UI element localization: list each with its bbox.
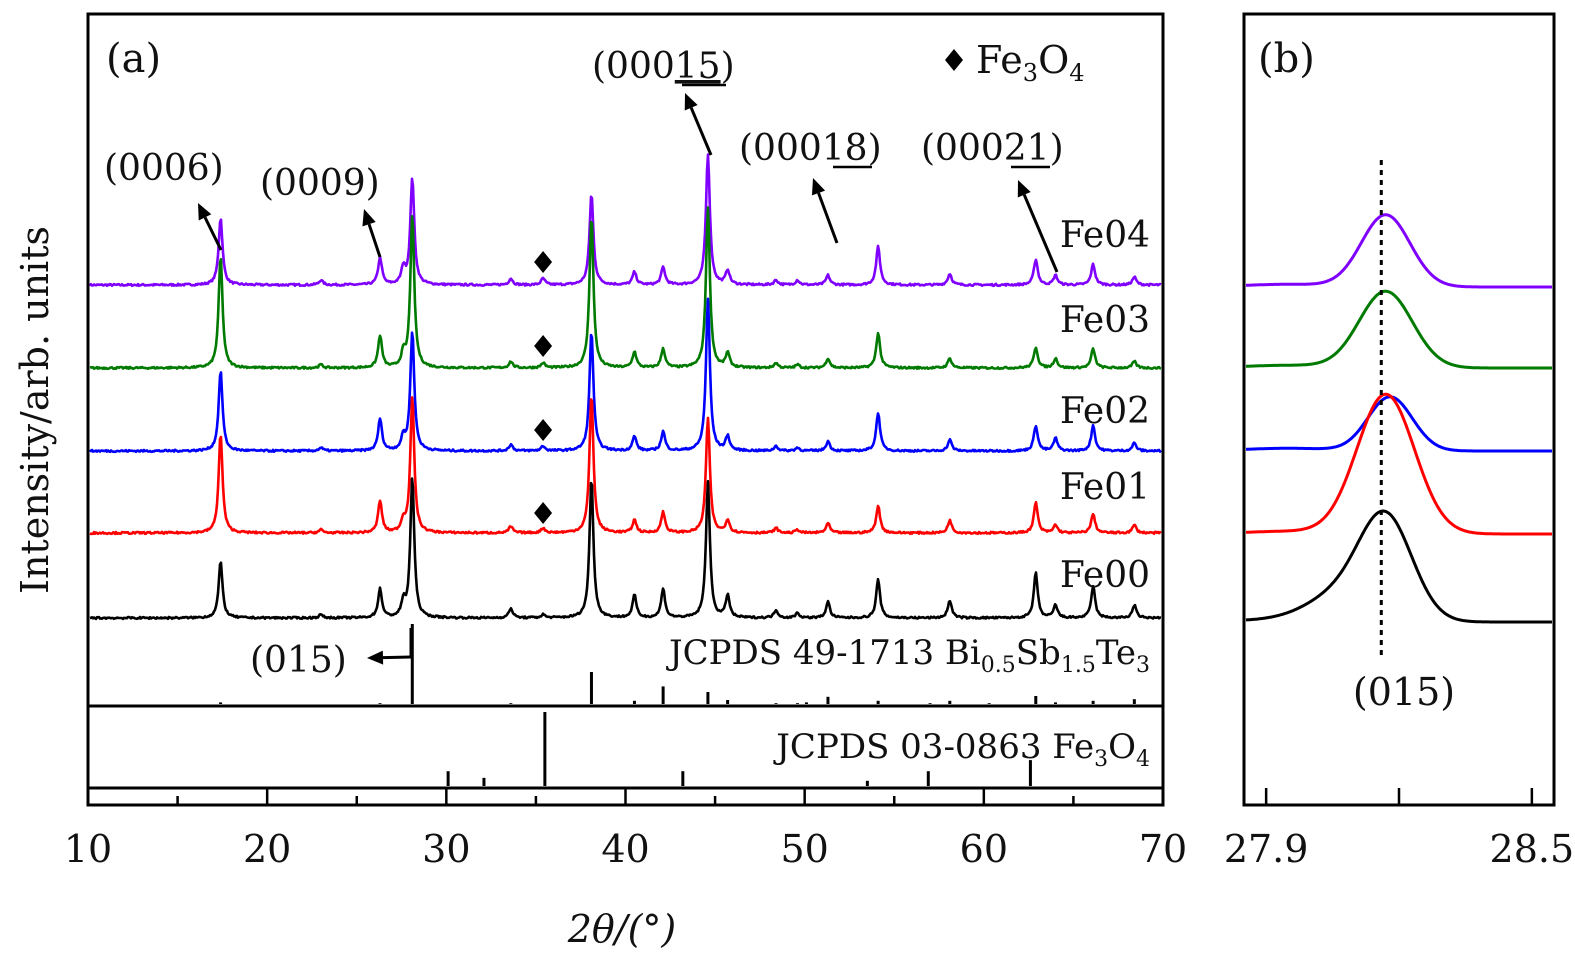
annotation-arrow [817,192,839,244]
panel-a: (a) Fe3O4 (0006) (0009) (00015) (00018) … [13,12,1187,951]
panel-b-series-line-fe00 [1245,509,1553,624]
panel-label-a: (a) [106,36,161,82]
annotation-00018: (00018) [739,128,882,169]
annotation-arrow [367,223,382,258]
annotation-0006: (0006) [104,148,224,189]
annotation-arrow [1022,194,1059,273]
annotation-00021: (00021) [921,128,1064,169]
panel-b: (b) (015) 27.9 28.5 [1224,12,1574,871]
panel-a-series [88,153,1162,621]
x-tick-label: 70 [1139,827,1187,871]
legend-diamond-icon [945,49,963,71]
x-tick-label: 20 [243,827,291,871]
arrow-head-icon [1017,180,1031,198]
fe3o4-diamond-marker [534,502,553,524]
series-line-fe00 [89,477,1162,621]
arrow-head-icon [684,93,698,111]
series-label-fe01: Fe01 [1060,467,1150,508]
panel-b-series-line-fe04 [1245,213,1553,289]
series-label-fe00: Fe00 [1060,555,1150,596]
panel-a-fe3o4-markers [534,251,553,524]
annotation-arrow [382,655,412,660]
x-axis-label: 2θ/(°) [567,907,677,951]
series-line-fe04 [88,153,1162,288]
series-line-fe03 [89,206,1162,371]
reference-label-bst: JCPDS 49-1713 Bi0.5Sb1.5Te3 [666,633,1150,678]
fe3o4-diamond-marker [534,251,553,273]
panel-a-x-tick-labels: 10 20 30 40 50 60 70 [64,827,1187,871]
x-tick-label: 60 [960,827,1008,871]
reference-label-fe3o4: JCPDS 03-0863 Fe3O4 [773,727,1150,772]
annotation-arrow [689,107,713,156]
panel-a-reference-patterns [219,624,1136,786]
annotation-015: (015) [250,640,347,681]
panel-b-reference-label: (015) [1353,670,1455,714]
legend-label: Fe3O4 [976,38,1085,87]
annotation-arrow [203,216,223,251]
panel-label-b: (b) [1258,36,1315,82]
legend: Fe3O4 [945,38,1085,87]
annotation-0009: (0009) [260,163,380,204]
series-label-fe03: Fe03 [1060,300,1150,341]
panel-b-series-line-fe01 [1245,392,1553,536]
x-tick-label: 40 [601,827,649,871]
arrow-head-icon [367,650,384,665]
panel-a-annotation-arrows [198,93,1059,665]
panel-b-x-ticks [1264,788,1534,805]
annotation-00015: (00015) [592,46,735,87]
x-tick-label: 50 [780,827,828,871]
panel-a-x-ticks [86,788,1165,805]
panel-b-x-tick-labels: 27.9 28.5 [1224,827,1574,871]
series-line-fe02 [88,297,1162,454]
panel-b-x-tick-label: 27.9 [1224,827,1309,871]
panel-b-series-line-fe02 [1245,395,1553,453]
arrow-head-icon [362,209,376,227]
series-line-fe01 [89,396,1162,536]
arrow-head-icon [811,178,826,196]
y-axis-label: Intensity/arb. units [13,226,57,594]
fe3o4-diamond-marker [534,419,553,441]
panel-b-series [1245,213,1553,624]
arrow-head-icon [198,203,212,221]
x-tick-label: 10 [64,827,112,871]
panel-b-series-line-fe03 [1245,289,1553,370]
panel-b-x-tick-label: 28.5 [1490,827,1575,871]
series-label-fe02: Fe02 [1060,391,1150,432]
fe3o4-diamond-marker [534,335,553,357]
series-label-fe04: Fe04 [1060,215,1150,256]
x-tick-label: 30 [422,827,470,871]
